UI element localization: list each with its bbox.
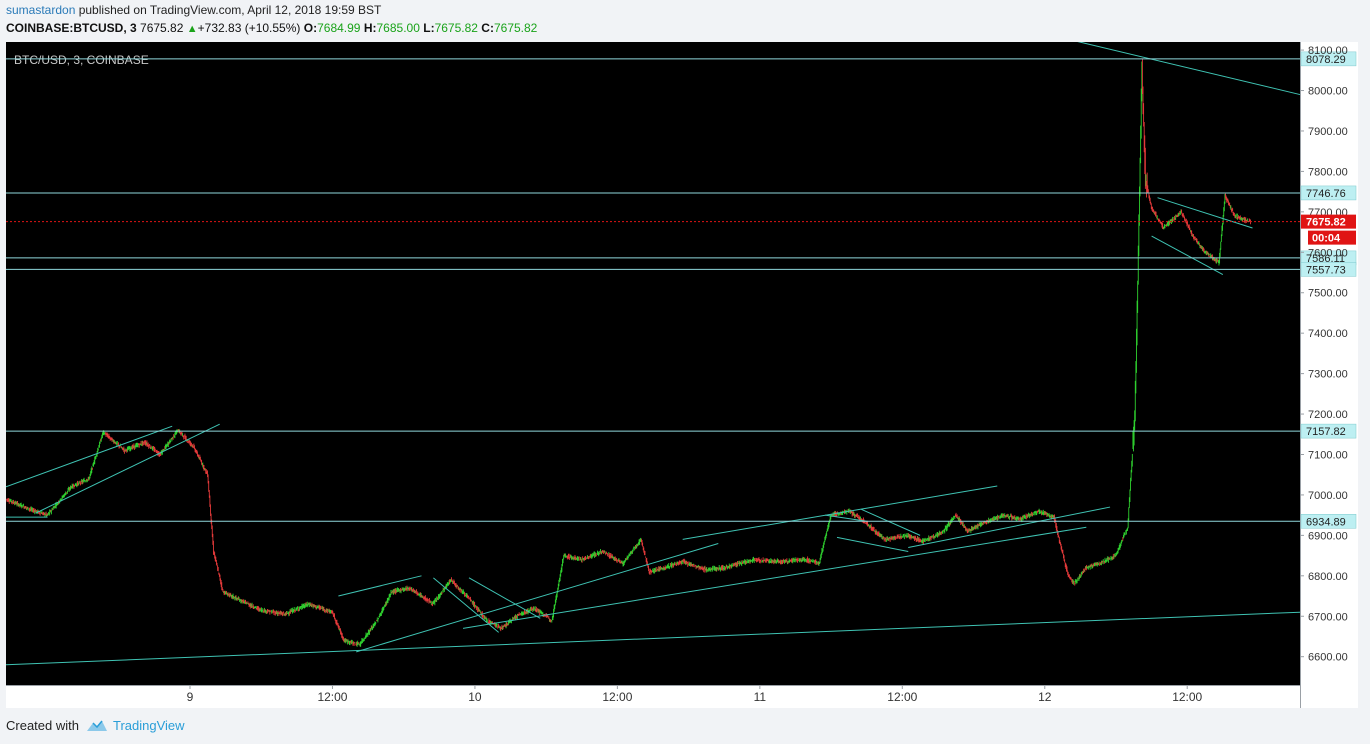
plot-background	[6, 42, 1300, 685]
chart-title: BTC/USD, 3, COINBASE	[14, 53, 149, 67]
level-label: 7557.73	[1306, 264, 1346, 276]
trendline	[860, 508, 921, 536]
y-tick-label: 7100.00	[1308, 449, 1348, 461]
x-tick-label: 9	[187, 690, 194, 704]
candlestick-chart[interactable]: BTC/USD, 3, COINBASE 8078.29 7746.76 7586.1…	[6, 42, 1358, 708]
price-change: +732.83 (+10.55%)	[197, 21, 301, 35]
open-label: O:	[303, 21, 318, 35]
y-tick-label: 6700.00	[1308, 611, 1348, 623]
y-tick-label: 8000.00	[1308, 86, 1348, 98]
tradingview-brand-link[interactable]: TradingView	[112, 718, 185, 733]
x-tick-label: 10	[468, 690, 482, 704]
trendline	[35, 423, 220, 514]
trendline	[462, 526, 1087, 629]
countdown-box	[1308, 230, 1356, 245]
y-tick-label: 7000.00	[1308, 490, 1348, 502]
trendlines	[6, 42, 1301, 666]
trendline	[356, 542, 719, 653]
symbol-label: COINBASE:BTCUSD, 3	[6, 21, 137, 35]
time-axis	[6, 685, 1300, 708]
trendline	[6, 611, 1301, 666]
low-label: L:	[423, 21, 435, 35]
trendline	[433, 577, 499, 633]
y-tick-label: 8100.00	[1308, 45, 1348, 57]
high-label: H:	[363, 21, 377, 35]
publish-text: published on TradingView.com, April 12, …	[75, 3, 382, 17]
y-tick-label: 6800.00	[1308, 571, 1348, 583]
up-arrow-icon: ▲	[186, 23, 198, 35]
current-price-label: 7675.82	[1306, 217, 1346, 229]
y-tick-label: 7600.00	[1308, 247, 1348, 259]
high-value: 7685.00	[376, 21, 420, 35]
trendline	[468, 577, 541, 619]
trendline	[6, 425, 173, 488]
trendline	[1151, 235, 1224, 275]
y-tick-label: 7500.00	[1308, 288, 1348, 300]
trendline	[825, 514, 867, 522]
ohlc-legend: COINBASE:BTCUSD, 3 7675.82 ▲+732.83 (+10…	[6, 21, 537, 35]
level-label: 6934.89	[1306, 516, 1346, 528]
level-label: 7157.82	[1306, 426, 1346, 438]
trendline	[1157, 197, 1253, 229]
y-tick-label: 7900.00	[1308, 126, 1348, 138]
y-tick-label: 6600.00	[1308, 652, 1348, 664]
level-label-box	[1300, 185, 1357, 201]
y-tick-label: 7400.00	[1308, 328, 1348, 340]
candles	[6, 59, 1251, 647]
y-tick-label: 7200.00	[1308, 409, 1348, 421]
level-label-box	[1300, 51, 1357, 67]
x-tick-label: 12:00	[602, 690, 632, 704]
footer: Created with TradingView	[6, 718, 185, 735]
level-label: 7746.76	[1306, 188, 1346, 200]
tradingview-logo-icon[interactable]	[85, 718, 109, 735]
x-tick-label: 12	[1038, 690, 1052, 704]
publisher-username[interactable]: sumastardon	[6, 3, 76, 17]
y-ticks: 6600.00 6700.00 6800.00 6900.00 7000.00 7100.…	[1300, 45, 1348, 664]
x-ticks: 9 12:00 10 12:00 11 12:00 12 12:00	[187, 685, 1203, 704]
chart-area[interactable]: BTC/USD, 3, COINBASE 8078.29 7746.76 7586.1…	[6, 42, 1358, 708]
trendline	[1077, 42, 1301, 96]
level-label-box	[1300, 514, 1357, 529]
level-label: 7586.11	[1306, 253, 1345, 265]
y-tick-label: 6900.00	[1308, 530, 1348, 542]
close-value: 7675.82	[493, 21, 538, 35]
trendline	[682, 485, 998, 540]
level-label: 8078.29	[1306, 54, 1346, 66]
x-tick-label: 11	[754, 690, 767, 704]
last-price: 7675.82	[140, 21, 184, 35]
current-price-box	[1301, 214, 1356, 229]
countdown-label: 00:04	[1312, 233, 1341, 245]
created-with-text: Created with	[6, 718, 79, 733]
low-value: 7675.82	[434, 21, 478, 35]
trendline	[836, 536, 909, 553]
level-label-box	[1300, 262, 1357, 277]
y-tick-label: 7800.00	[1308, 166, 1348, 178]
trendline	[908, 506, 1111, 548]
x-tick-label: 12:00	[887, 690, 917, 704]
y-tick-label: 7300.00	[1308, 369, 1348, 381]
publish-info: sumastardon published on TradingView.com…	[6, 3, 381, 17]
trendline	[338, 575, 422, 597]
x-tick-label: 12:00	[317, 690, 347, 704]
open-value: 7684.99	[317, 21, 361, 35]
x-tick-label: 12:00	[1172, 690, 1202, 704]
close-label: C:	[481, 21, 494, 35]
level-label-box	[1300, 423, 1357, 439]
price-axis	[1300, 42, 1358, 708]
